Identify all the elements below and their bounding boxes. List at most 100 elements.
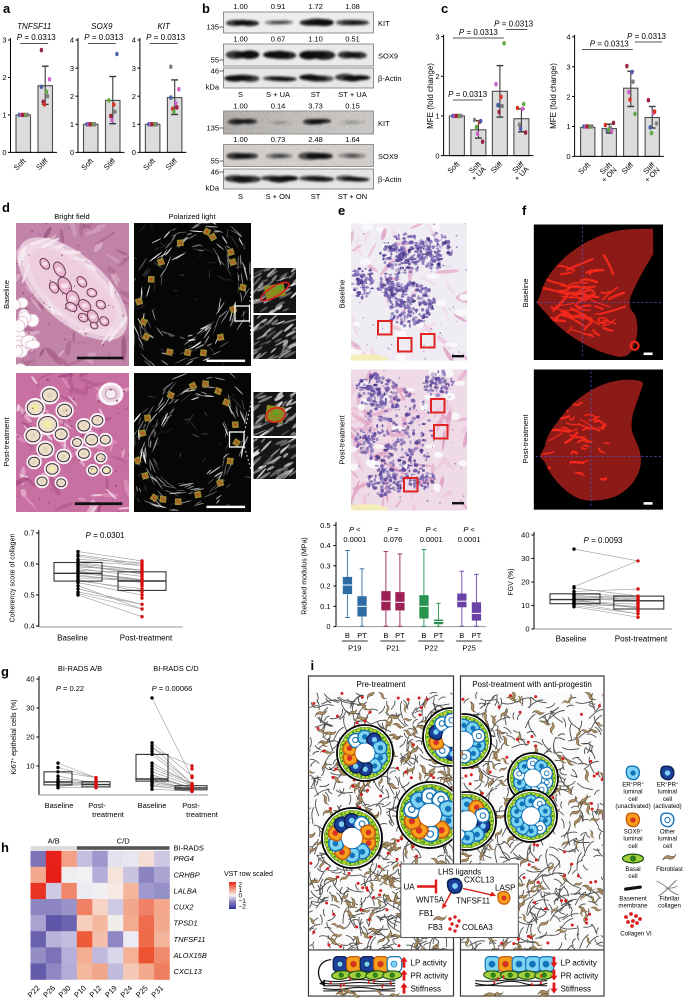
svg-text:P19: P19: [103, 984, 119, 998]
svg-text:β-Actin: β-Actin: [378, 74, 402, 83]
svg-text:Baseline: Baseline: [2, 280, 11, 309]
svg-text:KIT: KIT: [378, 19, 390, 28]
svg-text:Post-treatment: Post-treatment: [2, 416, 11, 466]
svg-text:P = 0.0313: P = 0.0313: [494, 20, 533, 29]
svg-text:Stiff: Stiff: [620, 160, 636, 176]
svg-text:cell: cell: [663, 843, 672, 850]
svg-text:0.3: 0.3: [320, 561, 330, 570]
svg-text:P = 0.0313: P = 0.0313: [146, 33, 185, 42]
svg-text:P = 0.0093: P = 0.0093: [584, 536, 623, 545]
svg-text:ST + UA: ST + UA: [338, 90, 366, 99]
svg-text:40: 40: [521, 531, 529, 540]
svg-text:Polarized light: Polarized light: [168, 212, 216, 221]
svg-text:ER+PR+: ER+PR+: [622, 781, 644, 789]
svg-text:PT: PT: [395, 631, 405, 640]
svg-text:P = 0.0313: P = 0.0313: [84, 33, 123, 42]
svg-text:Post-: Post-: [88, 801, 106, 810]
svg-text:TNFSF11: TNFSF11: [174, 935, 206, 944]
svg-text:Ki67+ epithelial cells (%): Ki67+ epithelial cells (%): [10, 699, 19, 774]
svg-text:S + UA: S + UA: [266, 90, 290, 99]
svg-text:3: 3: [566, 62, 570, 71]
svg-text:P = 0.0313: P = 0.0313: [590, 40, 629, 49]
svg-text:P = 0.0313: P = 0.0313: [17, 33, 56, 42]
svg-text:30: 30: [26, 704, 34, 713]
svg-text:P = 0.0313: P = 0.0313: [448, 90, 487, 99]
svg-text:FB1: FB1: [419, 909, 434, 918]
svg-text:P = 0.22: P = 0.22: [56, 684, 84, 693]
svg-text:P24: P24: [119, 984, 135, 998]
svg-text:0: 0: [525, 625, 529, 634]
svg-text:BI-RADS A/B: BI-RADS A/B: [58, 664, 102, 673]
svg-text:P <: P <: [463, 525, 475, 534]
svg-text:MFE (fold change): MFE (fold change): [549, 63, 558, 129]
svg-text:Soft: Soft: [12, 156, 28, 172]
svg-text:d: d: [2, 200, 10, 215]
svg-text:Pre-treatment: Pre-treatment: [357, 680, 407, 689]
svg-text:3: 3: [132, 64, 136, 73]
svg-text:LASP: LASP: [495, 884, 515, 893]
svg-text:MFE (fold change): MFE (fold change): [426, 63, 435, 129]
svg-text:46: 46: [211, 67, 219, 76]
svg-text:B: B: [459, 631, 464, 640]
svg-text:Baseline: Baseline: [521, 279, 530, 308]
svg-text:(activated): (activated): [653, 803, 681, 810]
svg-text:2: 2: [2, 73, 6, 82]
svg-text:4: 4: [566, 33, 570, 42]
svg-text:Soft: Soft: [141, 156, 157, 172]
svg-text:P <: P <: [426, 525, 438, 534]
svg-text:P26: P26: [41, 984, 57, 998]
svg-text:c: c: [441, 1, 448, 16]
svg-text:Post-treatment: Post-treatment: [521, 413, 530, 463]
svg-text:Stiff: Stiff: [164, 156, 180, 172]
svg-text:S + ON: S + ON: [266, 192, 291, 201]
svg-text:0.14: 0.14: [271, 102, 286, 111]
svg-text:1.08: 1.08: [345, 2, 360, 11]
svg-text:Post-treatment with anti-proge: Post-treatment with anti-progestin: [472, 680, 592, 689]
svg-text:A/B: A/B: [48, 837, 60, 846]
svg-text:0: 0: [2, 148, 6, 157]
svg-text:135: 135: [206, 124, 219, 133]
svg-text:2: 2: [435, 72, 439, 81]
svg-text:2: 2: [70, 92, 74, 101]
svg-text:WNT5A: WNT5A: [416, 896, 445, 905]
svg-text:KIT: KIT: [378, 119, 390, 128]
svg-text:treatment: treatment: [92, 810, 125, 819]
svg-text:0.076: 0.076: [384, 535, 403, 544]
svg-text:luminal: luminal: [623, 836, 642, 843]
svg-text:Stiff: Stiff: [34, 156, 50, 172]
svg-text:Baseline: Baseline: [45, 801, 74, 810]
svg-text:Post-treatment: Post-treatment: [120, 634, 173, 643]
svg-text:0.67: 0.67: [271, 35, 286, 44]
svg-text:Fibrillar: Fibrillar: [660, 896, 680, 903]
svg-text:Baseline: Baseline: [556, 635, 587, 644]
svg-text:B: B: [421, 631, 426, 640]
svg-text:S: S: [238, 90, 243, 99]
svg-text:cell: cell: [628, 843, 637, 850]
svg-text:P = 0.00066: P = 0.00066: [152, 684, 193, 693]
svg-text:B: B: [383, 631, 388, 640]
svg-text:CRHBP: CRHBP: [174, 870, 200, 879]
svg-text:1.00: 1.00: [233, 102, 248, 111]
svg-text:0: 0: [435, 151, 439, 160]
svg-text:ALOX15B: ALOX15B: [173, 951, 207, 960]
svg-text:UA: UA: [404, 883, 416, 892]
svg-text:Baseline: Baseline: [57, 634, 88, 643]
svg-text:1.00: 1.00: [233, 135, 248, 144]
svg-text:P22: P22: [425, 644, 438, 653]
svg-text:40: 40: [26, 675, 34, 684]
svg-text:P25: P25: [134, 984, 150, 998]
svg-text:Coherency score of collagen: Coherency score of collagen: [10, 534, 17, 623]
svg-text:20: 20: [26, 733, 34, 742]
svg-text:luminal: luminal: [623, 789, 642, 796]
svg-text:1: 1: [132, 120, 136, 129]
svg-text:0: 0: [132, 148, 136, 157]
svg-text:46: 46: [211, 168, 219, 177]
svg-text:0.4: 0.4: [24, 622, 34, 631]
svg-text:h: h: [1, 840, 9, 855]
svg-text:g: g: [1, 664, 9, 679]
svg-text:P10: P10: [72, 984, 88, 998]
svg-text:BI-RADS: BI-RADS: [174, 844, 204, 853]
svg-text:i: i: [311, 658, 315, 673]
svg-text:LP activity: LP activity: [411, 959, 447, 968]
svg-text:−2: −2: [239, 904, 247, 911]
